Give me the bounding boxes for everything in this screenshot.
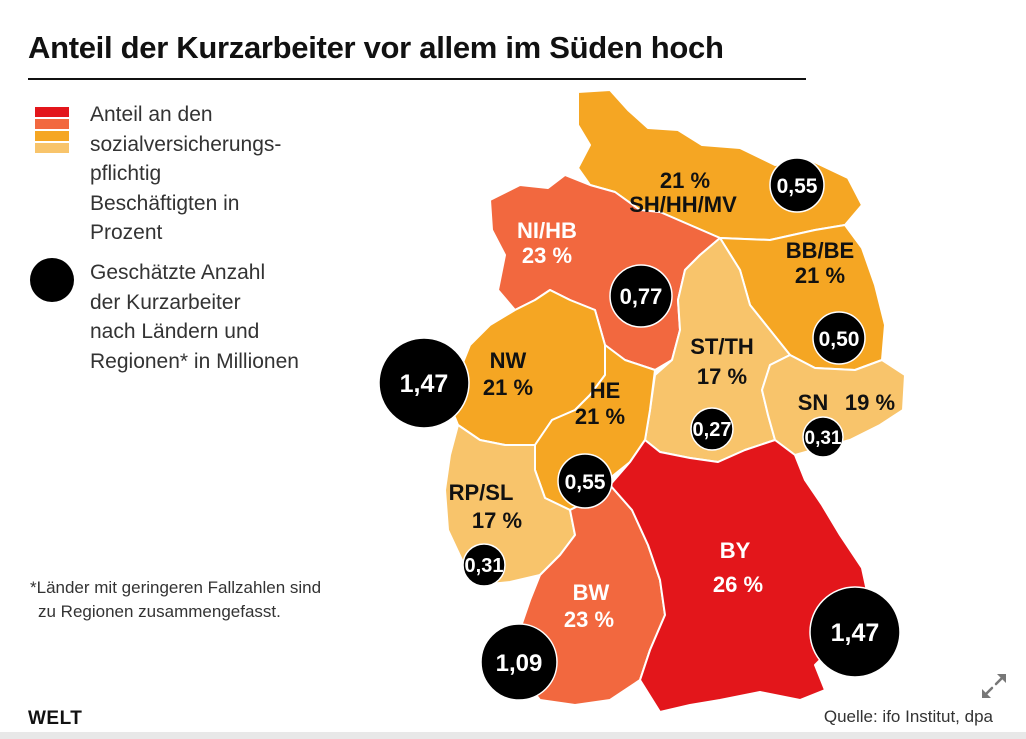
bubble-nw[interactable]: 1,47 <box>378 337 470 429</box>
title-divider <box>28 78 806 80</box>
legend-count-text: Geschätzte Anzahl der Kurzarbeiter nach … <box>90 258 360 376</box>
footnote-line: *Länder mit geringeren Fallzahlen sind <box>30 578 322 597</box>
footnote-line: zu Regionen zusammengefasst. <box>38 602 281 621</box>
bubble-value: 1,47 <box>400 370 449 398</box>
region-share-label: 17 % <box>472 508 522 533</box>
legend-share-line: Beschäftigten in <box>90 191 240 215</box>
swatch-orange <box>35 131 69 141</box>
bubble-by[interactable]: 1,47 <box>809 586 901 678</box>
bubble-st-th[interactable]: 0,27 <box>690 407 734 451</box>
bubble-sh-hh-mv[interactable]: 0,55 <box>769 157 825 213</box>
expand-arrows-icon-graphic <box>982 674 1006 698</box>
bubble-value: 0,31 <box>465 555 504 577</box>
bubble-sn[interactable]: 0,31 <box>802 416 844 458</box>
region-share-label: 21 % <box>483 375 533 400</box>
bubble-value: 0,55 <box>565 471 606 494</box>
bubble-value: 0,50 <box>819 328 860 351</box>
legend-count-line: nach Ländern und <box>90 320 260 343</box>
region-share-label: 26 % <box>713 572 763 597</box>
legend-share-text: Anteil an den sozialversicherungs- pflic… <box>90 100 360 248</box>
region-name-label: ST/TH <box>690 334 754 359</box>
legend-share-line: Anteil an den <box>90 103 213 126</box>
bottom-bar <box>0 732 1026 739</box>
region-share-label: 17 % <box>697 364 747 389</box>
bubble-value: 0,31 <box>805 428 842 449</box>
swatch-red <box>35 107 69 117</box>
bubble-value: 0,27 <box>693 419 732 441</box>
bubble-he[interactable]: 0,55 <box>557 453 613 509</box>
count-bubbles: 0,55 0,77 0,50 1,47 0,27 0,31 0,55 0,31 <box>378 157 901 701</box>
region-name-label: RP/SL <box>449 480 514 505</box>
legend-bubble-marker <box>30 258 74 302</box>
region-name-label: HE <box>590 378 621 403</box>
legend-count-line: Regionen* in Millionen <box>90 349 299 373</box>
bubble-value: 0,55 <box>777 175 818 198</box>
bubble-bw[interactable]: 1,09 <box>480 623 558 701</box>
region-share-label: 23 % <box>564 607 614 632</box>
legend-count-line: Geschätzte Anzahl <box>90 261 266 284</box>
legend-count-line: der Kurzarbeiter <box>90 290 241 314</box>
region-share-label: 21 % <box>660 168 710 193</box>
region-share-label: 21 % <box>575 404 625 429</box>
region-share-label: 21 % <box>795 263 845 288</box>
bubble-ni-hb[interactable]: 0,77 <box>609 264 673 328</box>
swatch-coral <box>35 119 69 129</box>
bubble-bb-be[interactable]: 0,50 <box>812 311 866 365</box>
expand-arrows-icon[interactable] <box>980 672 1008 700</box>
map-title: Anteil der Kurzarbeiter vor allem im Süd… <box>28 30 724 65</box>
welt-logo: WELT <box>28 708 83 729</box>
source-credit: Quelle: ifo Institut, dpa <box>823 707 993 726</box>
legend-share-line: Prozent <box>90 221 163 244</box>
region-name-label: NW <box>490 348 527 373</box>
footnote: *Länder mit geringeren Fallzahlen sind z… <box>30 576 430 624</box>
bubble-value: 1,47 <box>831 619 880 647</box>
legend-share-line: sozialversicherungs- <box>90 132 282 156</box>
region-shape-sn[interactable] <box>761 354 906 456</box>
region-share-label: 23 % <box>522 243 572 268</box>
region-name-label: BW <box>573 580 610 605</box>
region-name-label: BB/BE <box>786 238 854 263</box>
region-name-label: BY <box>720 538 751 563</box>
region-labels: 21 % SH/HH/MV NI/HB 23 % BB/BE 21 % NW 2… <box>449 168 895 632</box>
bubble-value: 0,77 <box>620 284 663 309</box>
bubble-value: 1,09 <box>496 650 543 677</box>
region-share-label: 19 % <box>845 390 895 415</box>
legend-share-line: pflichtig <box>90 162 162 185</box>
swatch-light-orange <box>35 143 69 153</box>
bubble-rp-sl[interactable]: 0,31 <box>462 543 506 587</box>
legend-color-swatch <box>35 107 69 155</box>
region-name-label: SH/HH/MV <box>629 192 737 217</box>
region-name-label: NI/HB <box>517 218 577 243</box>
region-name-label: SN <box>798 390 829 415</box>
